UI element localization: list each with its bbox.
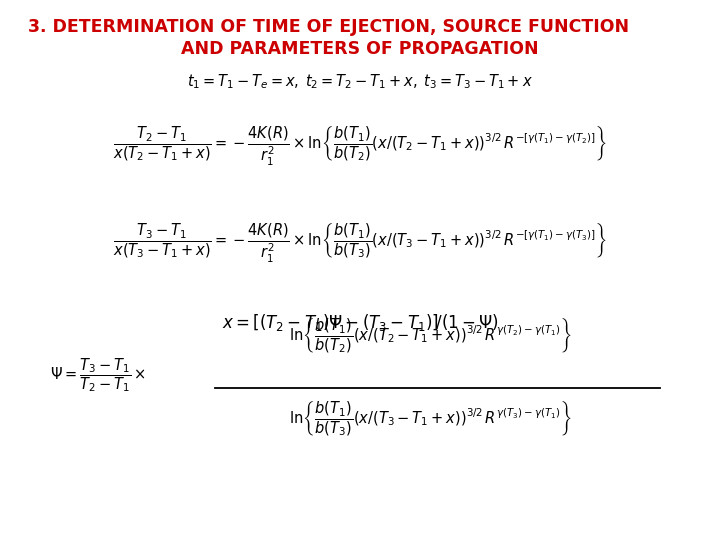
- Text: AND PARAMETERS OF PROPAGATION: AND PARAMETERS OF PROPAGATION: [181, 40, 539, 58]
- Text: $\Psi = \dfrac{T_3 - T_1}{T_2 - T_1} \times$: $\Psi = \dfrac{T_3 - T_1}{T_2 - T_1} \ti…: [50, 356, 146, 394]
- Text: $\ln\!\left\{\dfrac{b(T_1)}{b(T_2)}(x/(T_2 - T_1 + x))^{3/2}\,R^{\gamma(T_2)-\ga: $\ln\!\left\{\dfrac{b(T_1)}{b(T_2)}(x/(T…: [289, 316, 572, 355]
- Text: $x = \left[(T_2 - T_1)\Psi - (T_3 - T_1)\right]\!/(1 - \Psi)$: $x = \left[(T_2 - T_1)\Psi - (T_3 - T_1)…: [222, 312, 498, 333]
- Text: $\ln\!\left\{\dfrac{b(T_1)}{b(T_3)}(x/(T_3 - T_1 + x))^{3/2}\,R^{\gamma(T_3)-\ga: $\ln\!\left\{\dfrac{b(T_1)}{b(T_3)}(x/(T…: [289, 400, 572, 438]
- Text: $\dfrac{T_3 - T_1}{x(T_3 - T_1 + x)} = -\dfrac{4K(R)}{r_1^2}\times \ln\!\left\{\: $\dfrac{T_3 - T_1}{x(T_3 - T_1 + x)} = -…: [113, 222, 607, 265]
- Text: $t_1 = T_1 - T_e = x,\; t_2 = T_2 - T_1 + x,\; t_3 = T_3 - T_1 + x$: $t_1 = T_1 - T_e = x,\; t_2 = T_2 - T_1 …: [187, 72, 533, 91]
- Text: $\dfrac{T_2 - T_1}{x(T_2 - T_1 + x)} = -\dfrac{4K(R)}{r_1^2}\times \ln\!\left\{\: $\dfrac{T_2 - T_1}{x(T_2 - T_1 + x)} = -…: [113, 125, 607, 168]
- Text: 3. DETERMINATION OF TIME OF EJECTION, SOURCE FUNCTION: 3. DETERMINATION OF TIME OF EJECTION, SO…: [28, 18, 629, 36]
